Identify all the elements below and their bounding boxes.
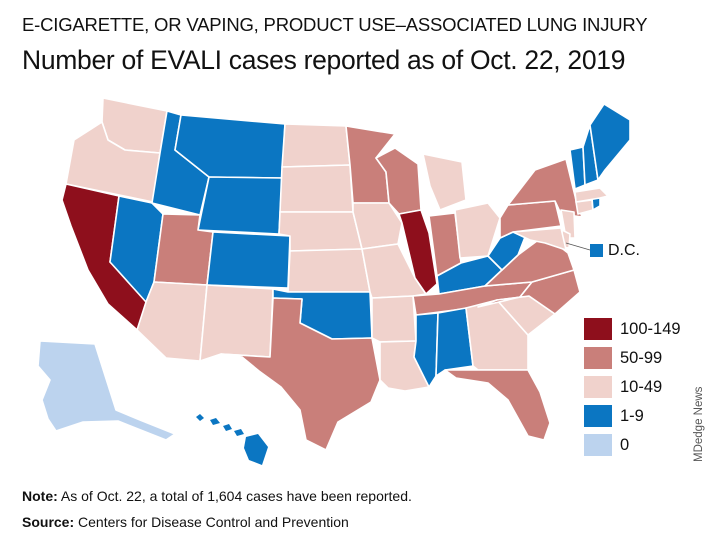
legend-item-0: 0: [584, 434, 714, 456]
state-ar: [371, 295, 417, 343]
state-hi-island: [196, 414, 204, 421]
state-oh: [454, 202, 501, 259]
legend-item-10-49: 10-49: [584, 376, 714, 398]
dc-marker: [590, 244, 603, 257]
legend-swatch: [584, 318, 612, 340]
state-nd: [281, 123, 351, 168]
source-text: Centers for Disease Control and Preventi…: [74, 514, 349, 530]
state-hi-island: [223, 424, 232, 431]
legend-label: 10-49: [620, 378, 663, 396]
source-label: Source:: [22, 514, 75, 530]
legend-label: 0: [620, 436, 630, 454]
note-label: Note:: [22, 488, 58, 504]
legend-swatch: [584, 347, 612, 369]
state-me: [589, 103, 631, 181]
state-hi-island: [210, 418, 220, 425]
state-co: [206, 231, 291, 289]
state-wy: [197, 176, 283, 235]
state-mi: [422, 153, 467, 211]
legend-item-50-99: 50-99: [584, 347, 714, 369]
state-nm: [199, 284, 274, 362]
credit-text: MDedge News: [693, 386, 705, 462]
legend-swatch: [584, 434, 612, 456]
state-ks: [287, 248, 371, 293]
state-hi-island: [244, 434, 268, 465]
state-ma: [574, 187, 609, 203]
legend-label: 50-99: [620, 349, 663, 367]
state-ak: [37, 340, 176, 441]
legend-label: 100-149: [620, 320, 681, 338]
legend-item-100-149: 100-149: [584, 318, 714, 340]
state-hi-island: [234, 429, 244, 436]
dc-leader-line: [565, 242, 591, 251]
chart-title: Number of EVALI cases reported as of Oct…: [22, 45, 626, 75]
dc-label: D.C.: [608, 242, 640, 259]
state-fl: [444, 369, 551, 441]
state-sd: [279, 164, 354, 213]
note: Note: As of Oct. 22, a total of 1,604 ca…: [22, 488, 412, 504]
chart-kicker: E-CIGARETTE, OR VAPING, PRODUCT USE–ASSO…: [22, 14, 648, 35]
state-nj: [560, 209, 576, 239]
legend-swatch: [584, 405, 612, 427]
state-il: [398, 209, 438, 295]
state-tx: [220, 297, 381, 451]
source: Source: Centers for Disease Control and …: [22, 514, 349, 530]
legend-label: 1-9: [620, 407, 644, 425]
state-ne: [278, 211, 363, 252]
legend-swatch: [584, 376, 612, 398]
note-text: As of Oct. 22, a total of 1,604 cases ha…: [57, 488, 412, 504]
state-md: [512, 227, 567, 251]
state-al: [435, 307, 474, 377]
legend-item-1-9: 1-9: [584, 405, 714, 427]
state-nc: [477, 269, 581, 315]
